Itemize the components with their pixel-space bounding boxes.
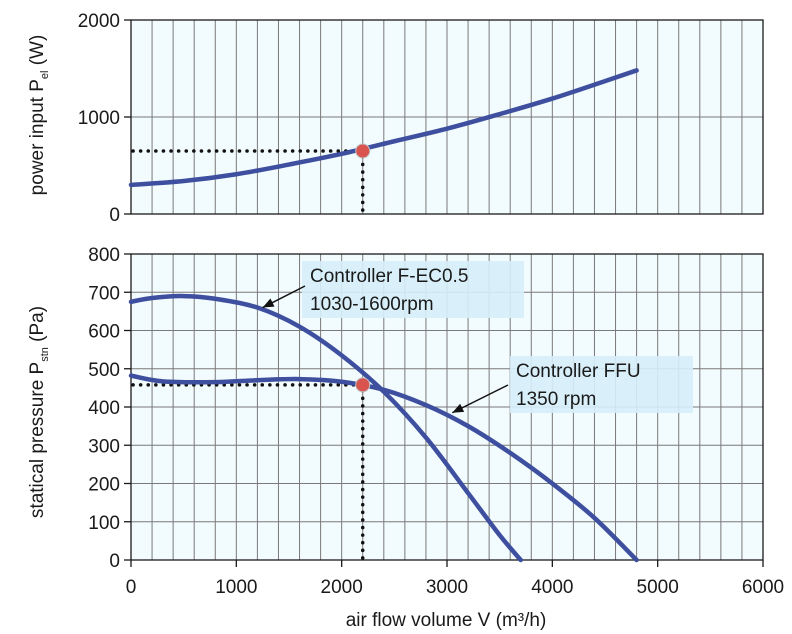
x-tick-label: 0: [126, 577, 137, 598]
static-pressure-y-axis-main: statical pressure P: [27, 362, 48, 518]
power-input-y-axis-unit: (W): [27, 35, 48, 71]
y-tick-label: 600: [88, 322, 120, 343]
x-tick-label: 1000: [215, 577, 257, 598]
static-pressure-y-axis-title: statical pressure Pstn (Pa): [27, 306, 51, 518]
static-pressure-series: [128, 293, 639, 563]
power-input-y-ticks: 0 1000 2000: [78, 11, 131, 226]
y-tick-label: 300: [88, 436, 120, 457]
static-pressure-operating-point: [355, 377, 371, 393]
x-tick-label: 3000: [426, 577, 468, 598]
air-flow-x-axis-title: air flow volume V (m³/h): [346, 610, 547, 631]
air-flow-x-ticks: 0 1000 2000 3000 4000 5000 6000: [126, 560, 784, 598]
y-tick-label: 500: [88, 360, 120, 381]
static-pressure-y-ticks: 0 100 200 300 400 500 600 700 800: [88, 245, 131, 572]
annotation-highlight-1: [302, 261, 524, 318]
series-line-1: [128, 293, 523, 563]
x-tick-label: 5000: [637, 577, 679, 598]
power-input-y-axis-main: power input P: [27, 79, 48, 195]
power-input-panel: 0 1000 2000 power input Pel (W): [27, 11, 764, 226]
x-tick-label: 6000: [742, 577, 784, 598]
y-tick-label: 200: [88, 475, 120, 496]
static-pressure-y-axis-unit: (Pa): [27, 306, 48, 347]
y-tick-label: 800: [88, 245, 120, 266]
annotation-labels: Controller F-EC0.5 1030-1600rpm Controller…: [262, 266, 641, 414]
series-line-2: [128, 373, 639, 563]
x-tick-label: 2000: [321, 577, 363, 598]
operating-point-marker: [355, 377, 371, 393]
y-tick-label: 1000: [78, 108, 120, 129]
power-input-series: [128, 68, 639, 188]
power-input-y-axis-title: power input Pel (W): [27, 35, 51, 196]
y-tick-label: 400: [88, 398, 120, 419]
y-tick-label: 0: [109, 205, 120, 226]
y-tick-label: 2000: [78, 11, 120, 32]
annotation-label-line1: Controller FFU: [516, 361, 641, 382]
power-input-y-axis-subscript: el: [39, 71, 51, 80]
power-input-grid: [131, 20, 763, 214]
annotation-boxes: [302, 261, 693, 413]
annotation-arrowhead-1: [262, 298, 275, 308]
operating-point-marker: [355, 143, 371, 159]
static-pressure-panel: 0 100 200 300 400 500 600 700 800 0 1000 2000 3000 4…: [27, 245, 784, 631]
annotation-label-line1: Controller F-EC0.5: [310, 266, 468, 287]
annotation-arrowhead-2: [452, 403, 465, 413]
y-tick-label: 0: [109, 551, 120, 572]
x-tick-label: 4000: [531, 577, 573, 598]
annotation-highlight-2: [510, 356, 693, 413]
annotation-label-line2: 1030-1600rpm: [310, 294, 434, 315]
y-tick-label: 100: [88, 513, 120, 534]
y-tick-label: 700: [88, 283, 120, 304]
power-input-operating-point: [355, 143, 371, 159]
series-line-1: [128, 68, 639, 188]
annotation-label-line2: 1350 rpm: [516, 389, 596, 410]
static-pressure-y-axis-subscript: stn: [39, 347, 51, 362]
